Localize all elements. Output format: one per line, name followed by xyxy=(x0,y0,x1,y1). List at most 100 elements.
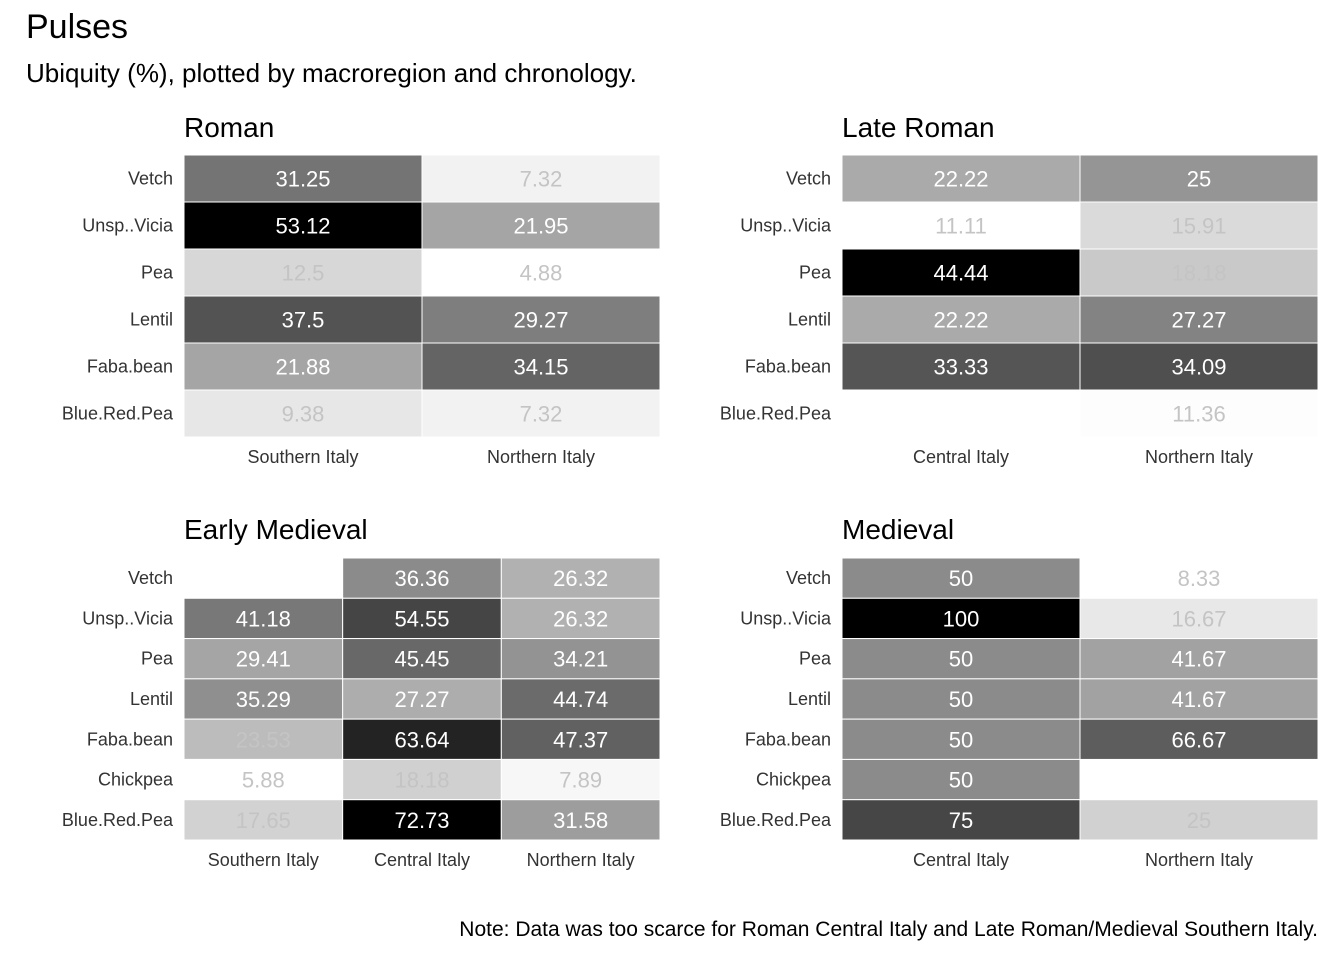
column-label: Northern Italy xyxy=(487,447,595,467)
cell-value-label: 45.45 xyxy=(394,647,449,672)
cell-value-label: 5.88 xyxy=(242,768,285,793)
cell-value-label: 18.18 xyxy=(394,768,449,793)
panel-title: Medieval xyxy=(842,514,954,545)
cell-value-label: 29.27 xyxy=(513,308,568,333)
heatmap-cell xyxy=(183,248,423,297)
heatmap-cell xyxy=(342,718,502,760)
heatmap-cell xyxy=(841,758,1081,801)
cell-value-label: 41.67 xyxy=(1171,647,1226,672)
cell-value-label: 33.33 xyxy=(933,355,988,380)
heatmap-cell xyxy=(421,248,661,297)
heatmap-cell xyxy=(183,799,344,841)
heatmap-cell xyxy=(1079,597,1319,640)
heatmap-cell xyxy=(1079,389,1319,438)
cell-value-label: 27.27 xyxy=(394,687,449,712)
heatmap-cell xyxy=(500,638,661,680)
column-label: Northern Italy xyxy=(1145,850,1253,870)
heatmap-cell xyxy=(500,557,661,599)
heatmap-cell xyxy=(342,678,502,720)
cell-value-label: 22.22 xyxy=(933,167,988,192)
panel-medieval: Medieval Vetch 50 8.33 Unsp..Vicia 100 16.67 Pe… xyxy=(720,514,1319,870)
heatmap-cell xyxy=(342,597,502,640)
cell-value-label: 44.44 xyxy=(933,261,988,286)
heatmap-cell xyxy=(1079,295,1319,344)
heatmap-cell xyxy=(183,678,344,720)
heatmap-cell xyxy=(1079,718,1319,760)
heatmap-cell xyxy=(1079,342,1319,391)
cell-value-label: 37.5 xyxy=(282,308,325,333)
row-label: Vetch xyxy=(128,568,173,588)
panel-early-medieval: Early Medieval Vetch 36.36 26.32 Unsp..Vicia… xyxy=(62,514,661,870)
cell-value-label: 100 xyxy=(943,606,980,631)
heatmap-cell xyxy=(1079,799,1319,841)
heatmap-cell xyxy=(841,154,1081,203)
cell-value-label: 12.5 xyxy=(282,261,325,286)
cell-value-label: 35.29 xyxy=(236,687,291,712)
cell-value-label: 31.25 xyxy=(275,167,330,192)
cell-value-label: 25 xyxy=(1187,167,1211,192)
cell-value-label: 31.58 xyxy=(553,808,608,833)
cell-value-label: 7.32 xyxy=(520,402,563,427)
column-label: Southern Italy xyxy=(208,850,319,870)
heatmap-cell xyxy=(1079,678,1319,720)
cell-value-label: 9.38 xyxy=(282,402,325,427)
heatmap-cell xyxy=(342,638,502,680)
row-label: Lentil xyxy=(788,310,831,330)
row-label: Faba.bean xyxy=(87,357,173,377)
cell-value-label: 72.73 xyxy=(394,808,449,833)
row-label: Lentil xyxy=(788,689,831,709)
row-label: Vetch xyxy=(128,169,173,189)
column-label: Northern Italy xyxy=(527,850,635,870)
cell-value-label: 11.36 xyxy=(1172,402,1225,427)
cell-value-label: 75 xyxy=(949,808,973,833)
heatmap-cell xyxy=(500,799,661,841)
heatmap-cell xyxy=(421,154,661,203)
cell-value-label: 34.15 xyxy=(513,355,568,380)
cell-value-label: 27.27 xyxy=(1171,308,1226,333)
cell-value-label: 50 xyxy=(949,727,973,752)
heatmap-cell xyxy=(841,342,1081,391)
panel-title: Roman xyxy=(184,112,274,143)
row-label: Pea xyxy=(141,649,174,669)
cell-value-label: 50 xyxy=(949,768,973,793)
heatmap-cell xyxy=(183,718,344,760)
column-label: Central Italy xyxy=(374,850,470,870)
row-label: Unsp..Vicia xyxy=(82,216,174,236)
heatmap-cell xyxy=(1079,248,1319,297)
cell-value-label: 53.12 xyxy=(275,214,330,239)
page-title: Pulses xyxy=(26,8,129,46)
column-label: Central Italy xyxy=(913,850,1009,870)
cell-value-label: 54.55 xyxy=(394,606,449,631)
row-label: Pea xyxy=(799,263,832,283)
cell-value-label: 25 xyxy=(1187,808,1211,833)
column-label: Southern Italy xyxy=(247,447,358,467)
heatmap-cell xyxy=(1079,201,1319,250)
row-label: Blue.Red.Pea xyxy=(62,404,174,424)
heatmap-cell xyxy=(500,597,661,640)
heatmap-cell xyxy=(183,389,423,438)
cell-value-label: 26.32 xyxy=(553,566,608,591)
heatmap-cell xyxy=(500,758,661,801)
panel-title: Early Medieval xyxy=(184,514,368,545)
heatmap-cell xyxy=(841,718,1081,760)
heatmap-cell xyxy=(421,389,661,438)
row-label: Faba.bean xyxy=(87,729,173,749)
heatmap-cell xyxy=(421,201,661,250)
cell-value-label: 26.32 xyxy=(553,606,608,631)
heatmap-cell xyxy=(841,248,1081,297)
cell-value-label: 8.33 xyxy=(1178,566,1221,591)
row-label: Lentil xyxy=(130,310,173,330)
cell-value-label: 50 xyxy=(949,687,973,712)
heatmap-cell xyxy=(342,799,502,841)
row-label: Chickpea xyxy=(98,770,174,790)
heatmap-cell xyxy=(1079,638,1319,680)
row-label: Faba.bean xyxy=(745,357,831,377)
row-label: Lentil xyxy=(130,689,173,709)
row-label: Blue.Red.Pea xyxy=(720,404,832,424)
cell-value-label: 16.67 xyxy=(1171,606,1226,631)
heatmap-cell xyxy=(342,557,502,599)
cell-value-label: 17.65 xyxy=(236,808,291,833)
heatmap-cell xyxy=(183,758,344,801)
cell-value-label: 15.91 xyxy=(1171,214,1226,239)
